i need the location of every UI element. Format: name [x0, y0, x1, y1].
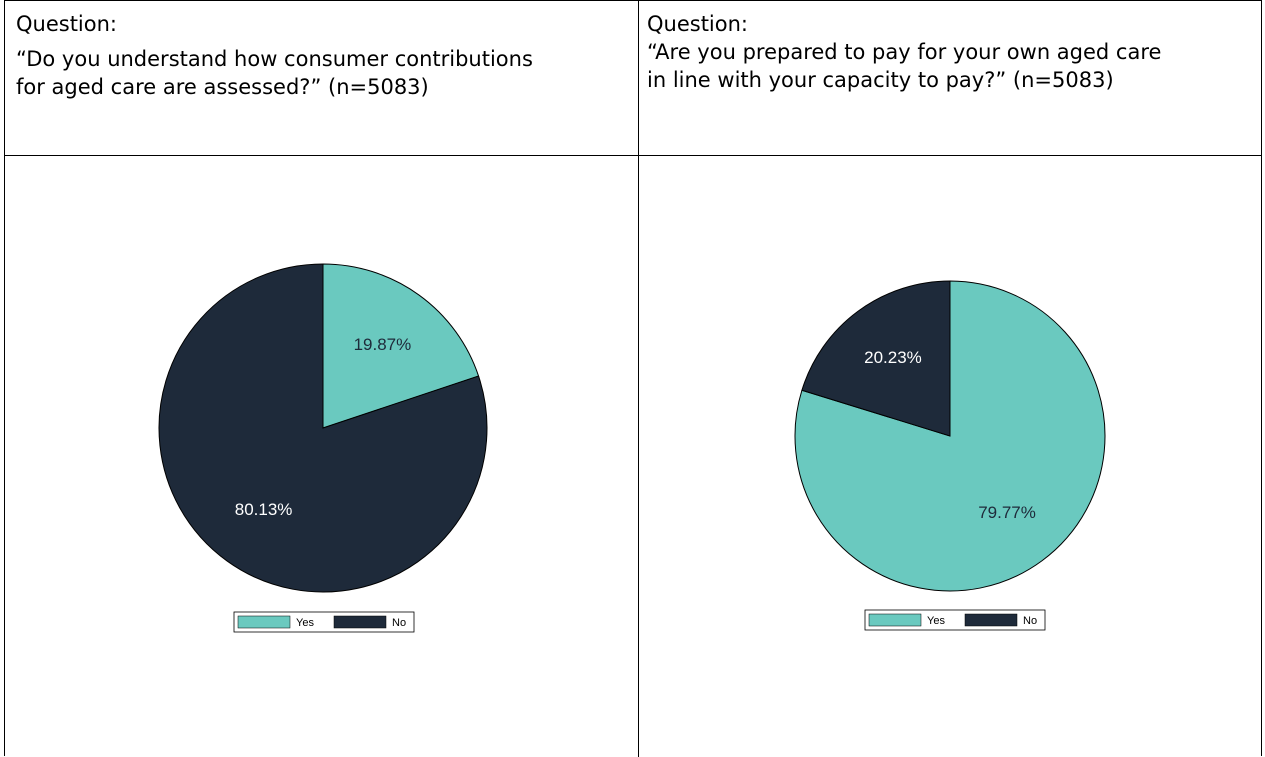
legend: Yes No	[233, 611, 415, 633]
legend-swatch-yes	[237, 615, 291, 629]
slice-value-label-no: 20.23%	[864, 348, 922, 367]
question-cell-left: Question: “Do you understand how consume…	[16, 10, 616, 101]
pie-slice-no	[158, 263, 488, 593]
legend-label-no: No	[392, 617, 406, 629]
pie-slice-no	[801, 280, 951, 437]
pie-chart-left: 19.87% 80.13% Yes No	[158, 263, 488, 633]
legend: Yes No	[864, 609, 1046, 631]
legend-swatch-no	[333, 615, 387, 629]
slice-value-label-yes: 79.77%	[978, 503, 1036, 522]
question-table	[4, 0, 1262, 757]
pie-slice-yes	[322, 263, 480, 429]
legend-swatch-no	[964, 613, 1018, 627]
legend-label-no: No	[1023, 615, 1037, 627]
legend-label-yes: Yes	[927, 615, 945, 627]
legend-label-yes: Yes	[296, 617, 314, 629]
legend-swatch-yes	[868, 613, 922, 627]
slice-value-label-no: 80.13%	[235, 500, 293, 519]
pie-chart-right: 79.77% 20.23% Yes No	[794, 280, 1106, 631]
question-label-right: Question:	[647, 12, 749, 36]
column-divider	[638, 1, 639, 757]
question-cell-right: Question: “Are you prepared to pay for y…	[647, 10, 1247, 94]
row-divider	[5, 155, 1261, 156]
slice-value-label-yes: 19.87%	[354, 335, 412, 354]
question-label-left: Question:	[16, 12, 118, 36]
question-text-left: “Do you understand how consumer contribu…	[16, 47, 533, 99]
question-text-right: “Are you prepared to pay for your own ag…	[647, 40, 1162, 92]
